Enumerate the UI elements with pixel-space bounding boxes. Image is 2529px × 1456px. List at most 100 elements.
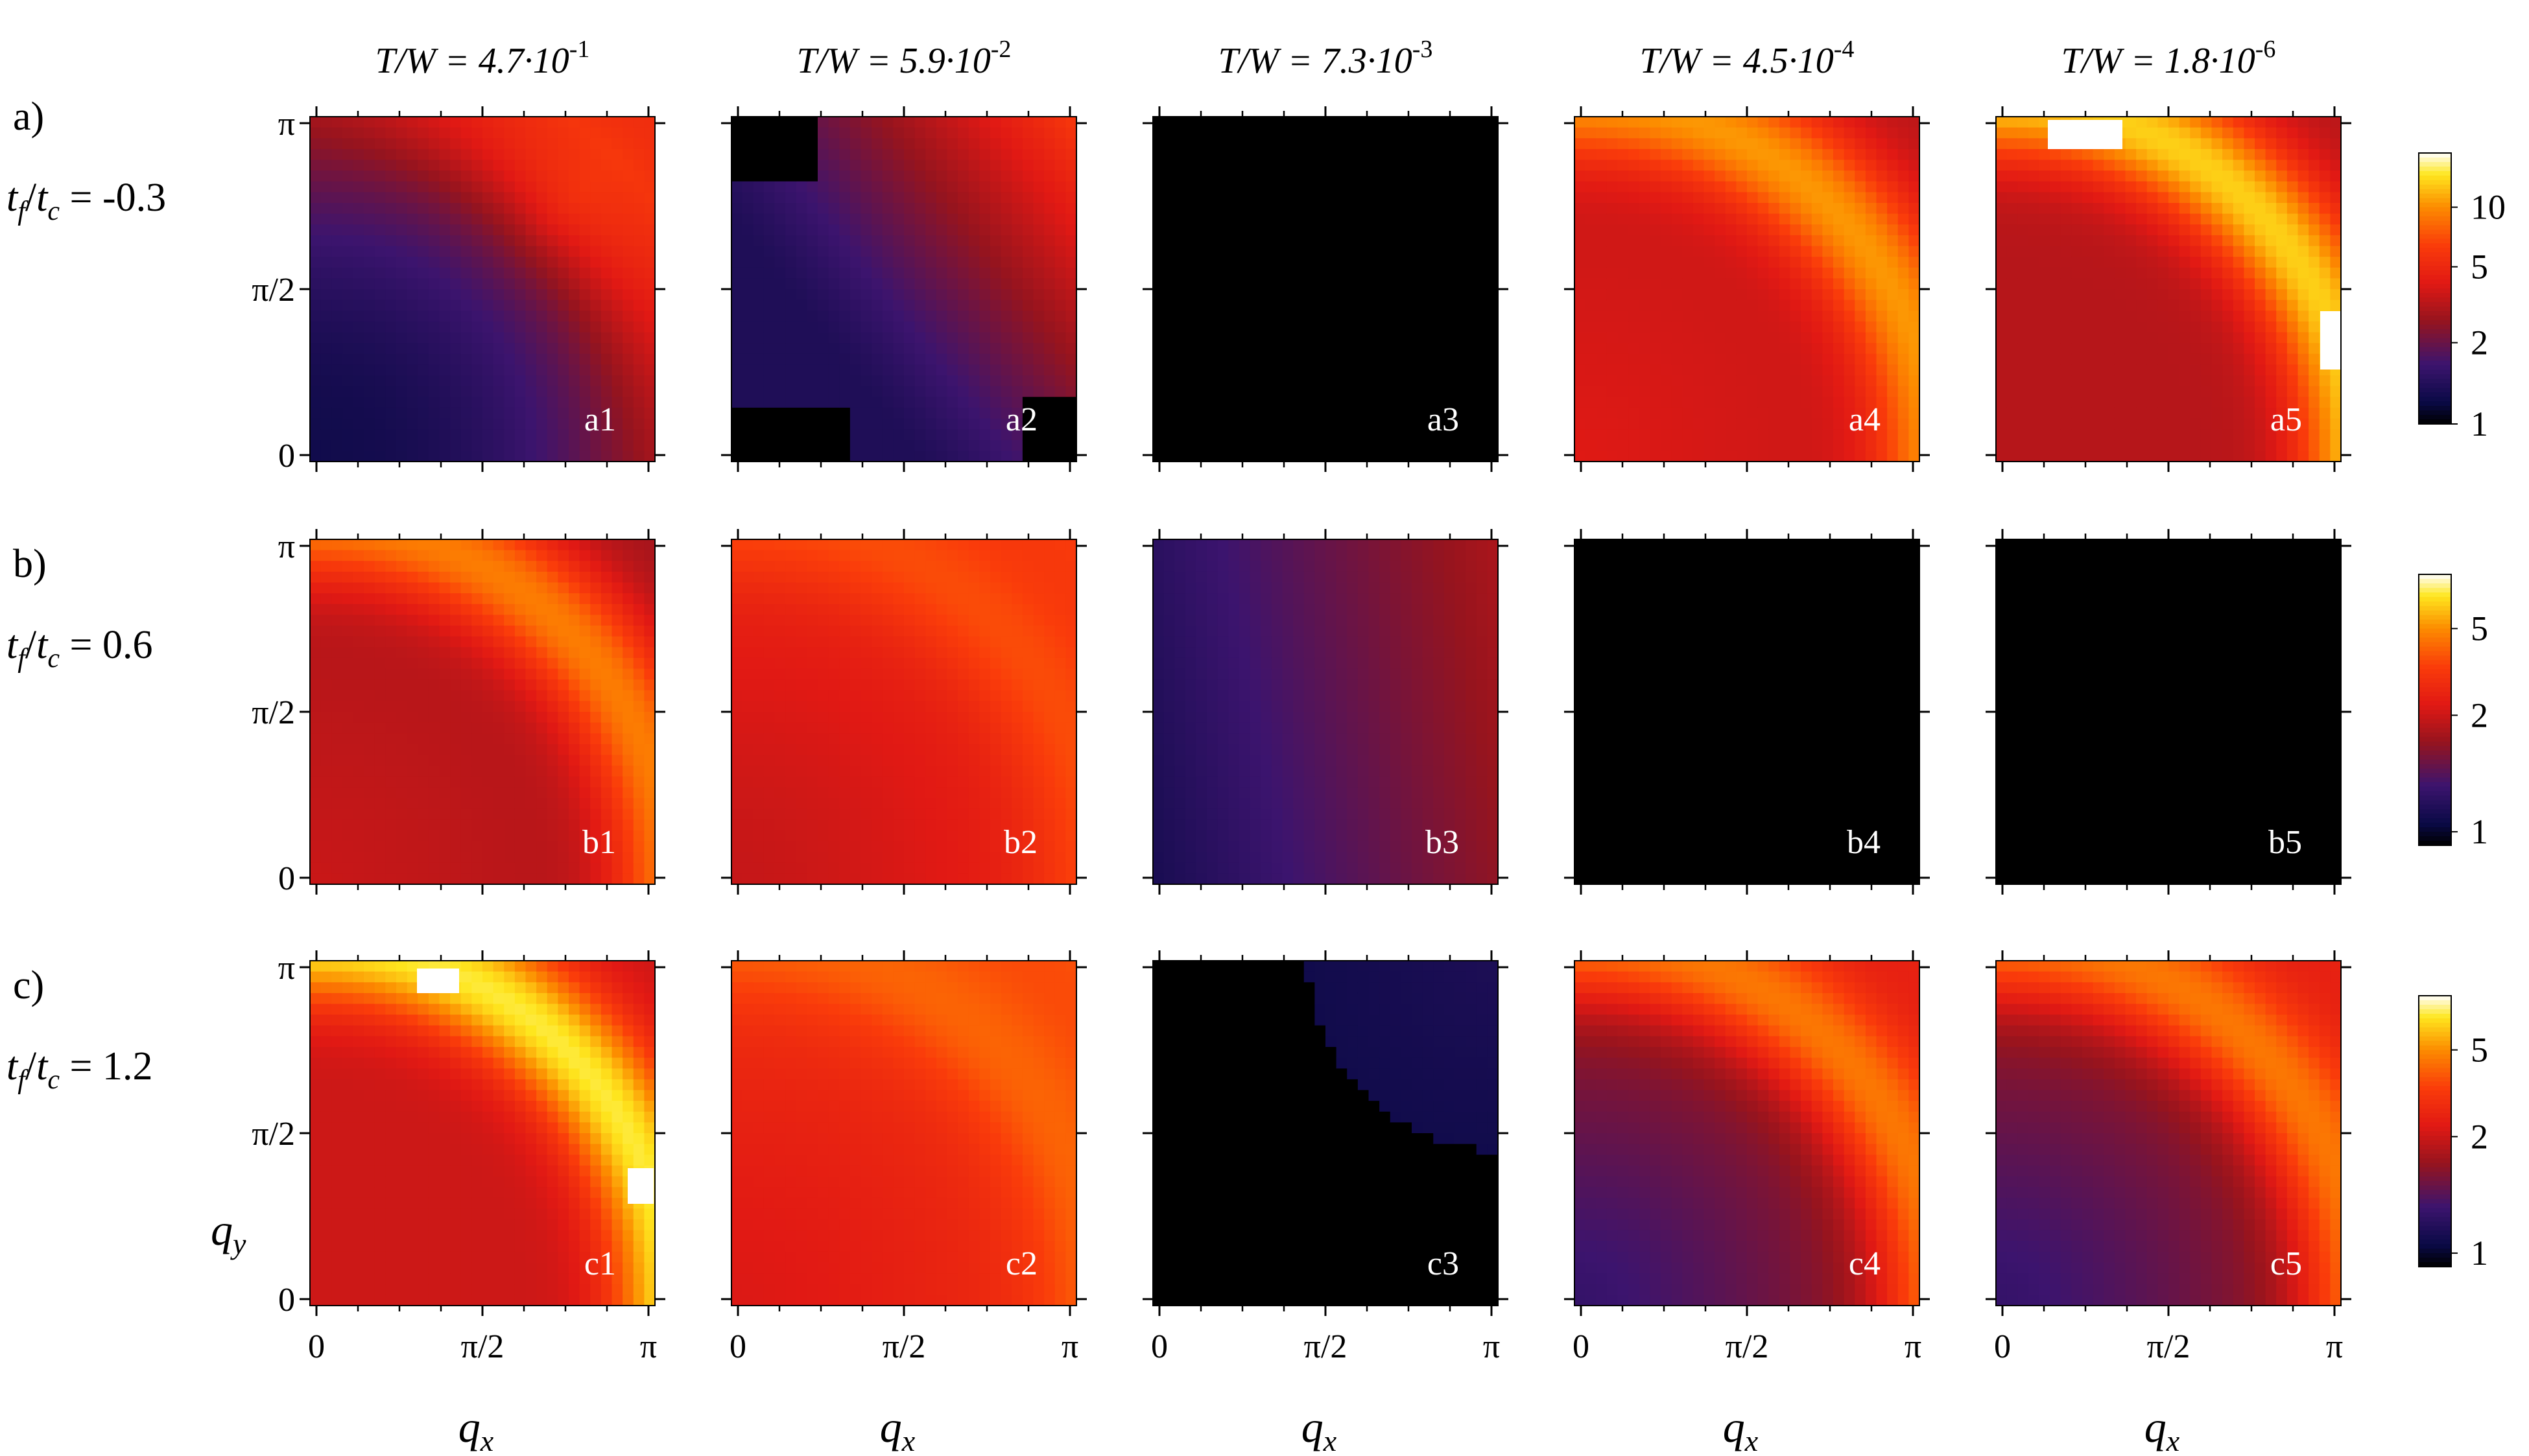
heatmap-cell <box>936 149 947 160</box>
heatmap-cell <box>1412 192 1423 203</box>
heatmap-cell <box>644 375 655 386</box>
heatmap-cell <box>1207 246 1218 257</box>
heatmap-cell <box>1012 138 1023 149</box>
heatmap-cell <box>1898 268 1909 279</box>
heatmap-cell <box>1390 160 1401 171</box>
heatmap-cell <box>2071 246 2082 257</box>
heatmap-cell <box>504 375 515 386</box>
heatmap-cell <box>947 397 958 408</box>
heatmap-cell <box>1455 354 1466 365</box>
heatmap-cell <box>969 203 980 214</box>
heatmap-cell <box>1704 397 1715 408</box>
heatmap-cell <box>612 214 623 225</box>
heatmap-cell <box>850 138 861 149</box>
heatmap-cell <box>1369 408 1380 419</box>
heatmap-cell <box>1207 149 1218 160</box>
heatmap-cell <box>634 364 645 375</box>
heatmap-cell <box>450 214 461 225</box>
heatmap-cell <box>1672 451 1683 462</box>
heatmap-cell <box>764 289 775 300</box>
heatmap-cell <box>1293 117 1304 128</box>
heatmap-cell <box>1736 440 1747 451</box>
heatmap-cell <box>1283 364 1294 375</box>
heatmap-cell <box>1477 322 1488 333</box>
heatmap-cell <box>839 117 850 128</box>
heatmap-cell <box>947 117 958 128</box>
heatmap-cell <box>850 246 861 257</box>
heatmap-cell <box>2212 203 2223 214</box>
heatmap-cell <box>1704 128 1715 139</box>
heatmap-cell <box>1347 203 1358 214</box>
heatmap-cell <box>2233 289 2244 300</box>
heatmap-cell <box>1822 311 1833 322</box>
heatmap-cell <box>526 257 537 268</box>
heatmap-cell <box>1801 408 1812 419</box>
heatmap-cell <box>1747 333 1758 344</box>
heatmap-cell <box>2179 268 2191 279</box>
heatmap-cell <box>396 451 407 462</box>
heatmap-cell <box>1801 429 1812 440</box>
heatmap-cell <box>1877 182 1888 193</box>
heatmap-cell <box>547 354 558 365</box>
heatmap-cell <box>1855 278 1866 289</box>
heatmap-cell <box>1001 138 1012 149</box>
heatmap-cell <box>2201 300 2212 311</box>
heatmap-cell <box>2222 343 2233 354</box>
heatmap-cell <box>310 170 321 182</box>
heatmap-cell <box>2039 278 2050 289</box>
heatmap-cell <box>364 343 375 354</box>
heatmap-cell <box>753 322 764 333</box>
heatmap-cell <box>1336 440 1348 451</box>
heatmap-cell <box>1833 451 1844 462</box>
heatmap-cell <box>385 322 396 333</box>
heatmap-cell <box>2201 386 2212 397</box>
heatmap-cell <box>1293 451 1304 462</box>
heatmap-cell <box>1607 429 1618 440</box>
heatmap-cell <box>440 246 451 257</box>
heatmap-cell <box>1768 311 1779 322</box>
heatmap-cell <box>547 408 558 419</box>
heatmap-cell <box>1272 311 1283 322</box>
heatmap-cell <box>1239 128 1250 139</box>
heatmap-cell <box>2126 235 2137 246</box>
heatmap-cell <box>1065 451 1076 462</box>
heatmap-cell <box>612 451 623 462</box>
heatmap-cell <box>2244 311 2255 322</box>
heatmap-cell <box>1196 386 1207 397</box>
heatmap-cell <box>1379 128 1390 139</box>
heatmap-cell <box>1747 224 1758 235</box>
heatmap-cell <box>1758 117 1769 128</box>
heatmap-cell <box>1887 419 1898 430</box>
heatmap-cell <box>450 170 461 182</box>
heatmap-cell <box>1055 419 1066 430</box>
heatmap-cell <box>2050 268 2061 279</box>
heatmap-cell <box>418 375 429 386</box>
heatmap-cell <box>1618 138 1629 149</box>
heatmap-cell <box>1034 128 1045 139</box>
heatmap-cell <box>1283 451 1294 462</box>
heatmap-cell <box>310 397 321 408</box>
heatmap-cell <box>2039 429 2050 440</box>
heatmap-cell <box>936 364 947 375</box>
heatmap-cell <box>2126 289 2137 300</box>
heatmap-cell <box>1164 311 1175 322</box>
heatmap-cell <box>1369 322 1380 333</box>
heatmap-cell <box>1704 278 1715 289</box>
heatmap-cell <box>1412 235 1423 246</box>
heatmap-cell <box>1736 235 1747 246</box>
heatmap-cell <box>461 451 472 462</box>
heatmap-cell <box>1250 397 1261 408</box>
heatmap-cell <box>1672 386 1683 397</box>
heatmap-cell <box>1704 408 1715 419</box>
heatmap-cell <box>2017 257 2028 268</box>
heatmap-cell <box>1336 128 1348 139</box>
heatmap-cell <box>385 364 396 375</box>
heatmap-cell <box>1164 128 1175 139</box>
heatmap-cell <box>1379 333 1390 344</box>
heatmap-cell <box>2104 322 2115 333</box>
heatmap-cell <box>818 440 829 451</box>
heatmap-cell <box>1401 322 1412 333</box>
heatmap-cell <box>2233 333 2244 344</box>
heatmap-cell <box>1412 257 1423 268</box>
heatmap-cell <box>753 343 764 354</box>
